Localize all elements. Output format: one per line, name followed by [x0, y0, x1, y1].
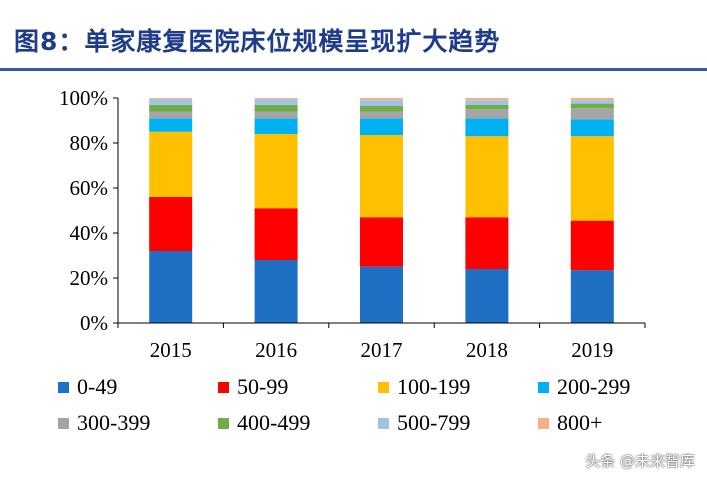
legend-swatch: [538, 417, 549, 429]
bar-segment-2016-50-99: [254, 208, 298, 260]
bar-segment-2015-300-399: [149, 111, 193, 119]
legend-label: 300-399: [77, 410, 151, 435]
x-tick-label: 2019: [571, 338, 613, 362]
legend-label: 0-49: [77, 374, 118, 399]
legend-swatch: [218, 381, 229, 393]
bar-segment-2015-800+: [149, 98, 193, 100]
y-tick-label: 80%: [70, 131, 109, 155]
bar-segment-2017-50-99: [360, 217, 403, 267]
legend-item: 200-299: [538, 374, 698, 400]
legend-label: 400-499: [237, 410, 311, 435]
legend-item: 400-499: [218, 410, 378, 436]
bar-segment-2015-50-99: [149, 197, 193, 251]
bar-segment-2017-200-299: [360, 118, 403, 136]
bar-segment-2018-300-399: [465, 109, 509, 119]
legend-label: 100-199: [397, 374, 471, 399]
bar-segment-2015-0-49: [149, 251, 193, 323]
bar-segment-2018-0-49: [465, 269, 509, 323]
bar-segment-2017-400-499: [360, 105, 403, 112]
legend-swatch: [378, 417, 389, 429]
watermark: 头条 @未来智库: [585, 452, 695, 470]
bar-segment-2016-0-49: [254, 260, 298, 323]
legend-swatch: [538, 381, 549, 393]
bar-segment-2017-0-49: [360, 266, 403, 323]
bar-segment-2015-500-799: [149, 99, 193, 105]
chart-legend: 0-49 50-99 100-199 200-299 300-399 400-499 500…: [58, 374, 698, 436]
chart-title: 图8：单家康复医院床位规模呈现扩大趋势: [14, 27, 501, 56]
legend-item: 50-99: [218, 374, 378, 400]
bar-segment-2017-300-399: [360, 111, 403, 119]
bar-segment-2016-300-399: [254, 111, 298, 119]
bar-segment-2019-300-399: [570, 108, 614, 120]
bar-segment-2017-800+: [360, 98, 403, 101]
bar-segment-2018-500-799: [465, 100, 509, 105]
y-tick-label: 0%: [80, 311, 108, 335]
bar-segment-2018-200-299: [465, 118, 509, 137]
bar-segment-2016-200-299: [254, 118, 298, 134]
bar-segment-2017-500-799: [360, 100, 403, 106]
bar-segment-2015-400-499: [149, 104, 193, 112]
legend-label: 200-299: [557, 374, 631, 399]
legend-swatch: [378, 381, 389, 393]
bar-segment-2016-400-499: [254, 104, 298, 112]
bar-segment-2016-800+: [254, 98, 298, 100]
y-tick-label: 60%: [70, 176, 109, 200]
bar-segment-2019-800+: [570, 98, 614, 101]
bar-segment-2017-100-199: [360, 135, 403, 218]
bar-segment-2019-0-49: [570, 270, 614, 323]
legend-label: 800+: [557, 410, 603, 435]
legend-item: 500-799: [378, 410, 538, 436]
bar-segment-2019-50-99: [570, 220, 614, 271]
x-tick-label: 2018: [466, 338, 508, 362]
bar-segment-2019-400-499: [570, 103, 614, 109]
bar-segment-2018-400-499: [465, 104, 509, 110]
legend-swatch: [218, 417, 229, 429]
bar-segment-2016-500-799: [254, 99, 298, 105]
y-tick-label: 40%: [70, 221, 109, 245]
x-tick-label: 2017: [361, 338, 403, 362]
bar-segment-2015-100-199: [149, 131, 193, 197]
legend-label: 50-99: [237, 374, 289, 399]
y-tick-label: 100%: [59, 86, 108, 110]
bar-segment-2018-100-199: [465, 136, 509, 218]
legend-swatch: [58, 417, 69, 429]
y-tick-label: 20%: [70, 266, 109, 290]
bar-segment-2015-200-299: [149, 118, 193, 132]
title-underline: [0, 68, 707, 71]
legend-label: 500-799: [397, 410, 471, 435]
legend-item: 100-199: [378, 374, 538, 400]
bar-segment-2016-100-199: [254, 134, 298, 209]
bar-segment-2018-50-99: [465, 217, 509, 269]
legend-item: 0-49: [58, 374, 218, 400]
stacked-bar-chart: 0% 20% 40% 60% 80% 100% 2015 2016 2017 2018 2019: [59, 86, 646, 362]
x-tick-label: 2015: [150, 338, 192, 362]
bar-segment-2019-200-299: [570, 119, 614, 137]
bar-segment-2018-800+: [465, 98, 509, 101]
bar-segment-2019-100-199: [570, 136, 614, 221]
bar-segment-2019-500-799: [570, 100, 614, 104]
legend-swatch: [58, 381, 69, 393]
legend-item: 300-399: [58, 410, 218, 436]
legend-item: 800+: [538, 410, 698, 436]
x-tick-label: 2016: [255, 338, 297, 362]
